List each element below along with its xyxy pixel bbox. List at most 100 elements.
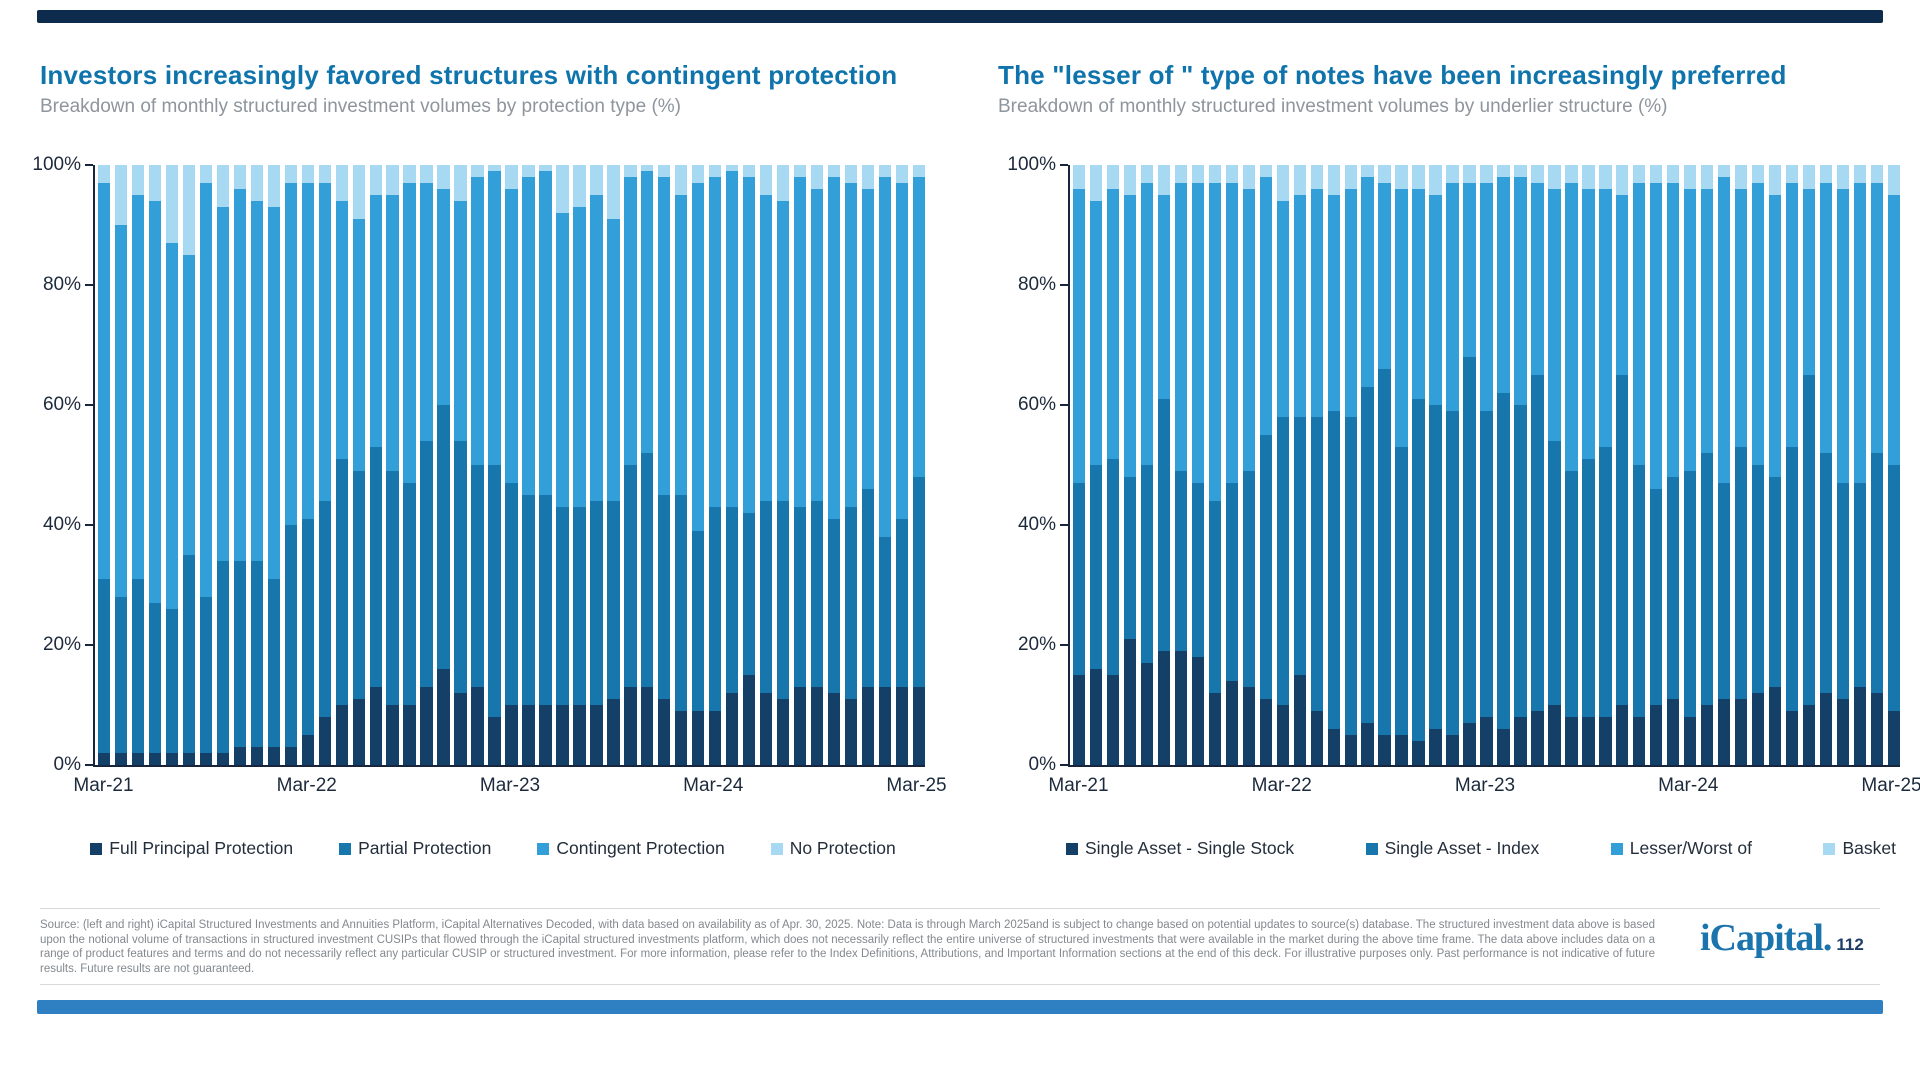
bar-segment <box>182 753 196 765</box>
bar-segment <box>793 687 807 765</box>
bar-segment <box>1768 477 1782 687</box>
legend-item: Contingent Protection <box>537 838 725 859</box>
stacked-bar <box>607 165 620 765</box>
stacked-bar <box>1599 165 1612 765</box>
bar-segment <box>1073 165 1086 189</box>
bar-segment <box>420 687 433 765</box>
stacked-bar <box>1734 165 1748 765</box>
bar-segment <box>1089 669 1103 765</box>
stacked-bar <box>199 165 213 765</box>
bar-segment <box>1395 735 1408 765</box>
bar-segment <box>674 195 688 495</box>
bar-segment <box>1191 165 1205 183</box>
bar-segment <box>1683 471 1697 717</box>
right-chart-bars <box>1070 165 1900 765</box>
bar-segment <box>1599 447 1612 717</box>
bar-segment <box>250 165 264 201</box>
bar-segment <box>1582 459 1595 717</box>
bar-segment <box>1310 165 1324 189</box>
footer-divider-bottom <box>40 984 1880 985</box>
bar-segment <box>1632 183 1646 465</box>
bar-segment <box>352 219 365 471</box>
y-tick-label: 100% <box>32 154 81 175</box>
y-tick-label: 0% <box>53 754 81 775</box>
bar-segment <box>1649 165 1663 183</box>
bar-segment <box>827 519 841 693</box>
bar-segment <box>793 177 807 507</box>
stacked-bar <box>590 165 603 765</box>
bar-segment <box>1802 705 1816 765</box>
bar-segment <box>1480 411 1493 717</box>
stacked-bar <box>1344 165 1357 765</box>
bar-segment <box>759 195 773 501</box>
bar-segment <box>505 189 518 483</box>
bar-segment <box>912 165 925 177</box>
bar-segment <box>1853 687 1867 765</box>
bar-segment <box>1632 165 1646 183</box>
stacked-bar <box>742 165 756 765</box>
stacked-bar <box>691 165 705 765</box>
bar-segment <box>861 489 875 687</box>
left-chart-title: Investors increasingly favored structure… <box>40 60 898 90</box>
stacked-bar <box>1174 165 1188 765</box>
bar-segment <box>657 699 671 765</box>
right-chart-plot: 0% 20% 40% 60% 80% 100% Mar-21 Mar-22 Mar-23 Mar… <box>1007 154 1920 796</box>
stacked-bar <box>1785 165 1799 765</box>
bar-segment <box>827 165 841 177</box>
stacked-bar <box>284 165 298 765</box>
legend-swatch <box>1610 842 1623 855</box>
bar-segment <box>1361 723 1374 765</box>
bar-segment <box>810 501 824 687</box>
bar-segment <box>895 687 908 765</box>
bar-segment <box>1802 189 1816 375</box>
bar-segment <box>250 747 264 765</box>
bar-segment <box>1378 183 1391 369</box>
bar-segment <box>335 165 349 201</box>
bar-segment <box>1497 177 1510 393</box>
bar-segment <box>708 507 722 711</box>
bar-segment <box>1802 375 1816 705</box>
stacked-bar <box>233 165 247 765</box>
bar-segment <box>1531 375 1544 711</box>
bar-segment <box>1649 705 1663 765</box>
y-tick-mark <box>1060 644 1068 646</box>
bar-segment <box>1853 483 1867 687</box>
stacked-bar <box>861 165 875 765</box>
bar-segment <box>1225 165 1239 183</box>
bar-segment <box>216 207 230 561</box>
bar-segment <box>1157 399 1171 651</box>
bar-segment <box>539 171 552 495</box>
stacked-bar <box>114 165 128 765</box>
bar-segment <box>488 717 501 765</box>
bar-segment <box>878 165 892 177</box>
bar-segment <box>912 477 925 687</box>
bar-segment <box>1123 477 1137 639</box>
bar-segment <box>284 525 298 747</box>
stacked-bar <box>1632 165 1646 765</box>
y-tick-label: 60% <box>1017 394 1056 415</box>
bar-segment <box>114 753 128 765</box>
bar-segment <box>1632 465 1646 717</box>
bar-segment <box>301 165 315 183</box>
bar-segment <box>878 177 892 537</box>
x-tick-label: Mar-24 <box>1658 775 1719 796</box>
x-tick-label: Mar-21 <box>73 775 134 796</box>
bar-segment <box>539 495 552 705</box>
x-tick-label: Mar-22 <box>276 775 337 796</box>
bar-segment <box>1344 189 1357 417</box>
bar-segment <box>1497 729 1510 765</box>
y-tick-mark <box>85 404 93 406</box>
stacked-bar <box>657 165 671 765</box>
bar-segment <box>1089 465 1103 669</box>
bar-segment <box>522 705 535 765</box>
bar-segment <box>556 213 569 507</box>
bar-segment <box>1751 693 1765 765</box>
bar-segment <box>1174 183 1188 471</box>
bar-segment <box>895 519 908 687</box>
bar-segment <box>1327 411 1340 729</box>
bar-segment <box>522 165 535 177</box>
bar-segment <box>1785 711 1799 765</box>
bar-segment <box>895 183 908 519</box>
bar-segment <box>284 747 298 765</box>
bar-segment <box>471 165 484 177</box>
